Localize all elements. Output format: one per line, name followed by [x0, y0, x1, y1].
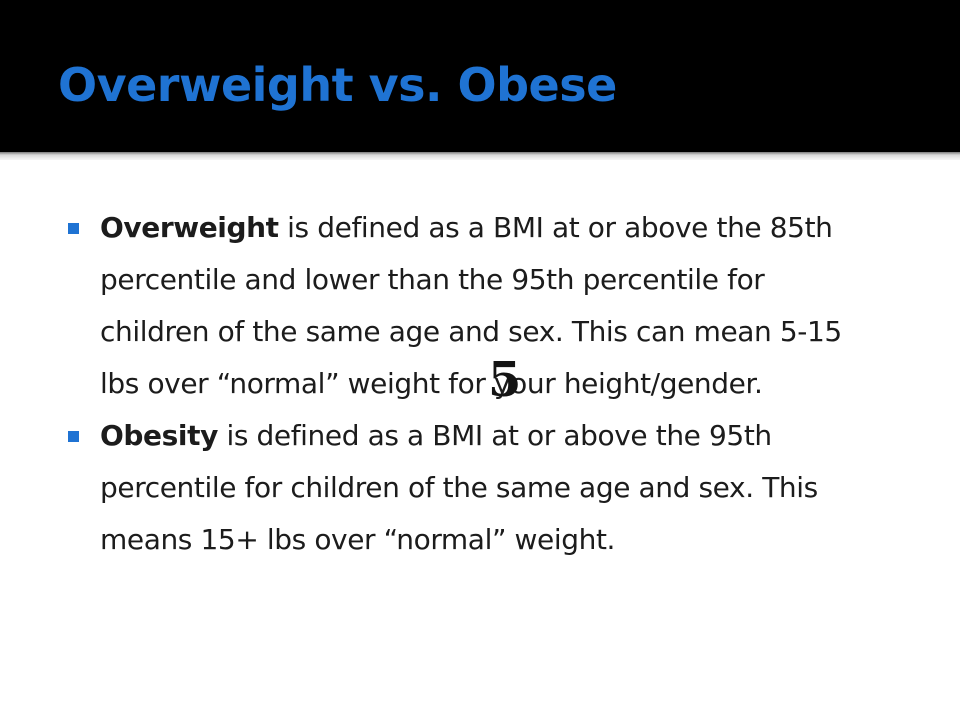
- bullet-obesity: Obesity is defined as a BMI at or above …: [68, 410, 868, 566]
- content-area: Overweight is defined as a BMI at or abo…: [0, 160, 960, 720]
- slide-title: Overweight vs. Obese: [58, 58, 617, 112]
- square-bullet-icon: [68, 223, 79, 234]
- bullet-list: Overweight is defined as a BMI at or abo…: [68, 202, 868, 566]
- bullet-term-obesity: Obesity: [100, 419, 218, 452]
- title-bar: Overweight vs. Obese: [0, 0, 960, 152]
- overlay-number: 5: [488, 352, 522, 408]
- bullet-term-overweight: Overweight: [100, 211, 279, 244]
- bullet-text-overweight: is defined as a BMI at or above the 85th…: [100, 211, 842, 400]
- square-bullet-icon: [68, 431, 79, 442]
- bullet-overweight: Overweight is defined as a BMI at or abo…: [68, 202, 868, 410]
- bullet-text-obesity: is defined as a BMI at or above the 95th…: [100, 419, 818, 556]
- title-divider: [0, 152, 960, 160]
